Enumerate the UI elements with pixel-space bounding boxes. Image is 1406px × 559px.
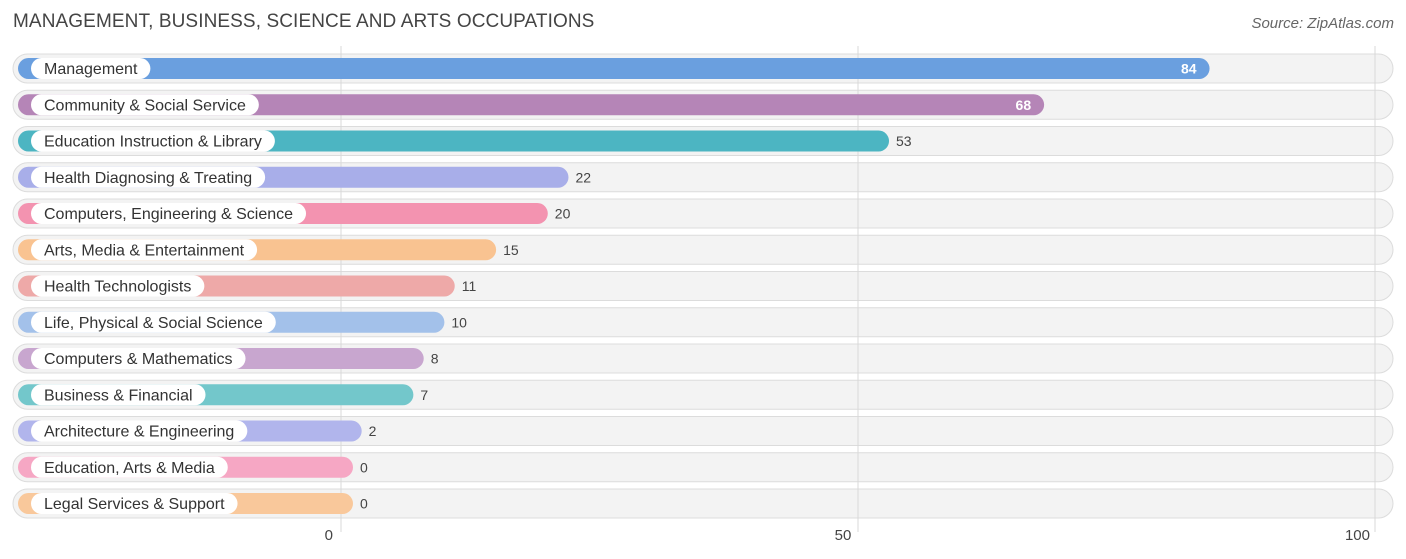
category-label: Community & Social Service xyxy=(44,97,246,114)
bar-row: Computers & Mathematics 8 xyxy=(18,348,439,369)
category-label: Computers & Mathematics xyxy=(44,351,233,368)
category-label-pill xyxy=(31,456,228,478)
x-tick-label: 0 xyxy=(325,527,333,544)
category-label: Health Diagnosing & Treating xyxy=(44,170,252,187)
source-attribution: Source: ZipAtlas.com xyxy=(1251,15,1394,32)
category-label: Management xyxy=(44,61,138,78)
bar-row: Business & Financial 7 xyxy=(18,384,428,406)
category-label-pill xyxy=(31,239,258,261)
category-label-pill xyxy=(31,130,275,152)
category-label: Computers, Engineering & Science xyxy=(44,206,293,223)
category-label-pill xyxy=(31,348,246,369)
value-label: 0 xyxy=(360,459,368,475)
bar-row: Community & Social Service 68 xyxy=(18,94,1045,116)
category-label: Business & Financial xyxy=(44,387,193,404)
bar-row: Education Instruction & Library 53 xyxy=(18,130,912,152)
category-label-pill xyxy=(31,493,238,514)
bar-row: Education, Arts & Media 0 xyxy=(18,456,368,478)
category-label-pill xyxy=(31,275,205,297)
category-label-pill xyxy=(31,166,266,188)
category-label-pill xyxy=(31,58,151,79)
bar-row: Health Technologists 11 xyxy=(18,275,477,297)
value-label: 2 xyxy=(369,423,377,439)
category-label: Health Technologists xyxy=(44,279,191,296)
category-label: Architecture & Engineering xyxy=(44,424,234,441)
row-track xyxy=(12,488,1394,519)
value-label: 84 xyxy=(1181,61,1197,77)
category-label: Arts, Media & Entertainment xyxy=(44,242,245,259)
chart-title: MANAGEMENT, BUSINESS, SCIENCE AND ARTS O… xyxy=(13,11,595,32)
value-label: 15 xyxy=(503,242,519,258)
category-label-pill xyxy=(31,311,276,333)
category-label-pill xyxy=(31,94,259,116)
bar xyxy=(18,94,1045,116)
category-label-pill xyxy=(31,203,307,224)
category-label-pill xyxy=(31,384,206,406)
category-label: Legal Services & Support xyxy=(44,496,225,513)
value-label: 20 xyxy=(555,206,571,222)
value-label: 53 xyxy=(896,133,912,149)
value-label: 8 xyxy=(431,351,439,367)
row-track xyxy=(12,452,1394,483)
value-label: 11 xyxy=(462,278,477,294)
bar-row: Life, Physical & Social Science 10 xyxy=(18,311,467,333)
x-tick-label: 50 xyxy=(835,527,852,544)
bars: Management 84 Community & Social Service 68… xyxy=(18,58,1210,514)
value-label: 10 xyxy=(451,314,467,330)
bar-row: Arts, Media & Entertainment 15 xyxy=(18,239,519,261)
value-label: 7 xyxy=(420,387,428,403)
x-tick-label: 100 xyxy=(1345,527,1370,544)
category-label: Education Instruction & Library xyxy=(44,134,262,151)
category-label: Education, Arts & Media xyxy=(44,460,215,477)
bar xyxy=(18,58,1210,79)
bar-row: Health Diagnosing & Treating 22 xyxy=(18,166,591,188)
value-label: 22 xyxy=(575,169,591,185)
bar-row: Legal Services & Support 0 xyxy=(18,493,368,514)
value-label: 68 xyxy=(1016,97,1032,113)
value-label: 0 xyxy=(360,496,368,512)
bar-row: Management 84 xyxy=(18,58,1210,79)
bar-row: Computers, Engineering & Science 20 xyxy=(18,203,571,224)
category-label: Life, Physical & Social Science xyxy=(44,315,263,332)
category-label-pill xyxy=(31,420,248,442)
bar-row: Architecture & Engineering 2 xyxy=(18,420,377,442)
